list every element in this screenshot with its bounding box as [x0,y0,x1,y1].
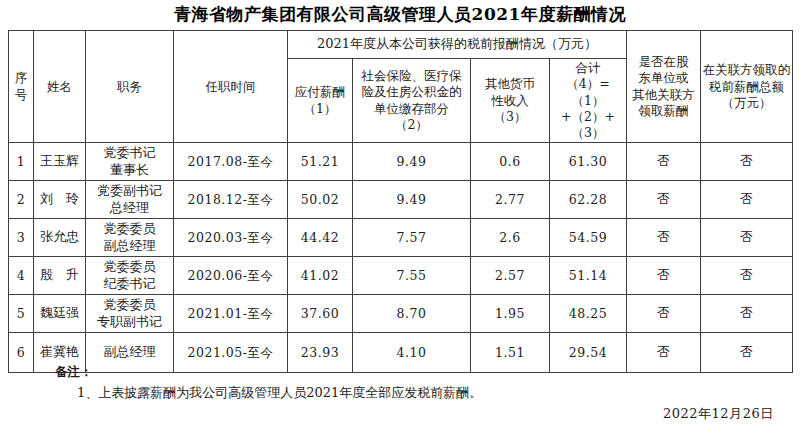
cell-shareholder: 否 [627,295,701,333]
cell-total: 61.30 [550,143,627,181]
col-header-other: 其他货币 性收入 （3） [471,59,550,143]
cell-social: 9.49 [353,143,471,181]
col-header-payable: 应付薪酬 （1） [288,59,353,143]
cell-tenure: 2020.06-至今 [174,257,288,295]
table-row: 3 张允忠 党委委员 副总经理 2020.03-至今 44.42 7.57 2.… [9,219,793,257]
table-row: 4 殷 升 党委委员 纪委书记 2020.06-至今 41.02 7.55 2.… [9,257,793,295]
cell-payable: 41.02 [288,257,353,295]
cell-social: 8.70 [353,295,471,333]
cell-seq: 4 [9,257,34,295]
cell-seq: 1 [9,143,34,181]
col-header-pretax-group: 2021年度从本公司获得的税前报酬情况（万元） [288,31,627,59]
cell-payable: 37.60 [288,295,353,333]
cell-other: 2.6 [471,219,550,257]
cell-total: 51.14 [550,257,627,295]
notes-label: 备注： [55,364,93,381]
cell-total: 29.54 [550,333,627,373]
cell-position: 党委委员 专职副书记 [86,295,174,333]
col-header-total: 合计 （4）=（1） +（2）+ （3） [550,59,627,143]
notes-line-1: 1、上表披露薪酬为我公司高级管理人员2021年度全部应发税前薪酬。 [77,384,482,402]
table-row: 2 刘 玲 党委副书记 总经理 2018.12-至今 50.02 9.49 2.… [9,181,793,219]
col-header-social: 社会保险、医疗保 险及住房公积金的 单位缴存部分 （2） [353,59,471,143]
cell-total: 62.28 [550,181,627,219]
cell-tenure: 2020.03-至今 [174,219,288,257]
cell-name: 殷 升 [34,257,86,295]
cell-name: 张允忠 [34,219,86,257]
table-row: 1 王玉辉 党委书记 董事长 2017.08-至今 51.21 9.49 0.6… [9,143,793,181]
cell-other: 2.77 [471,181,550,219]
header-row-group: 序 号 姓名 职务 任职时间 2021年度从本公司获得的税前报酬情况（万元） 是… [9,31,793,59]
cell-position: 党委副书记 总经理 [86,181,174,219]
cell-other: 1.95 [471,295,550,333]
cell-tenure: 2021.01-至今 [174,295,288,333]
cell-related: 否 [701,181,793,219]
cell-social: 7.55 [353,257,471,295]
cell-related: 否 [701,143,793,181]
col-header-seq: 序 号 [9,31,34,143]
cell-social: 7.57 [353,219,471,257]
cell-shareholder: 否 [627,333,701,373]
cell-position: 副总经理 [86,333,174,373]
cell-total: 48.25 [550,295,627,333]
cell-tenure: 2017.08-至今 [174,143,288,181]
cell-seq: 2 [9,181,34,219]
cell-social: 9.49 [353,181,471,219]
cell-position: 党委书记 董事长 [86,143,174,181]
table-row: 5 魏廷强 党委委员 专职副书记 2021.01-至今 37.60 8.70 1… [9,295,793,333]
cell-position: 党委委员 副总经理 [86,219,174,257]
cell-name: 王玉辉 [34,143,86,181]
cell-related: 否 [701,295,793,333]
cell-tenure: 2021.05-至今 [174,333,288,373]
cell-payable: 50.02 [288,181,353,219]
cell-other: 1.51 [471,333,550,373]
cell-seq: 3 [9,219,34,257]
col-header-position: 职务 [86,31,174,143]
cell-shareholder: 否 [627,143,701,181]
col-header-tenure: 任职时间 [174,31,288,143]
cell-other: 2.57 [471,257,550,295]
cell-payable: 51.21 [288,143,353,181]
cell-seq: 5 [9,295,34,333]
cell-position: 党委委员 纪委书记 [86,257,174,295]
cell-name: 魏廷强 [34,295,86,333]
salary-table: 序 号 姓名 职务 任职时间 2021年度从本公司获得的税前报酬情况（万元） 是… [8,30,793,373]
cell-payable: 23.93 [288,333,353,373]
cell-shareholder: 否 [627,219,701,257]
document-date: 2022年12月26日 [663,405,774,423]
table-row: 6 崔冀艳 副总经理 2021.05-至今 23.93 4.10 1.51 29… [9,333,793,373]
cell-tenure: 2018.12-至今 [174,181,288,219]
cell-name: 刘 玲 [34,181,86,219]
col-header-related: 在关联方领取的 税前薪酬总额 （万元） [701,31,793,143]
cell-related: 否 [701,257,793,295]
cell-related: 否 [701,219,793,257]
cell-other: 0.6 [471,143,550,181]
cell-payable: 44.42 [288,219,353,257]
cell-shareholder: 否 [627,257,701,295]
page-title: 青海省物产集团有限公司高级管理人员2021年度薪酬情况 [0,3,800,26]
col-header-shareholder: 是否在股 东单位或 其他关联方 领取薪酬 [627,31,701,143]
cell-social: 4.10 [353,333,471,373]
cell-total: 54.59 [550,219,627,257]
col-header-name: 姓名 [34,31,86,143]
cell-seq: 6 [9,333,34,373]
cell-related: 否 [701,333,793,373]
cell-shareholder: 否 [627,181,701,219]
